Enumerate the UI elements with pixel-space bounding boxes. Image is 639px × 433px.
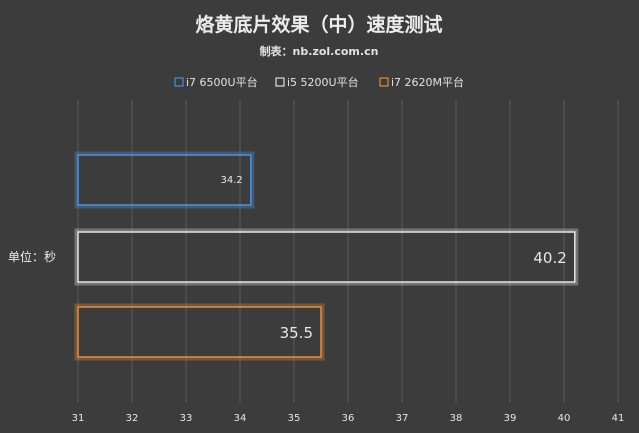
x-tick-label: 35 bbox=[288, 413, 301, 424]
gridlines bbox=[77, 100, 619, 403]
x-tick-label: 33 bbox=[180, 413, 193, 424]
x-tick-label: 39 bbox=[504, 413, 517, 424]
legend-label: i7 2620M平台 bbox=[391, 75, 464, 89]
bar-glow bbox=[74, 228, 579, 286]
x-tick-label: 31 bbox=[72, 413, 85, 424]
x-tick-labels: 31 32 33 34 35 36 37 38 39 40 41 bbox=[72, 413, 625, 424]
bars: 34.2 40.2 35.5 bbox=[74, 151, 579, 361]
x-tick-label: 40 bbox=[558, 413, 571, 424]
legend: i7 6500U平台 i5 5200U平台 i7 2620M平台 bbox=[174, 75, 464, 89]
data-label: 34.2 bbox=[221, 175, 243, 186]
y-axis-label: 单位：秒 bbox=[8, 249, 56, 264]
legend-swatch bbox=[174, 77, 184, 87]
bar bbox=[77, 306, 322, 358]
x-tick-label: 41 bbox=[612, 413, 625, 424]
x-tick-label: 36 bbox=[342, 413, 355, 424]
bar bbox=[77, 231, 576, 283]
bar bbox=[77, 154, 252, 206]
chart-title: 烙黄底片效果（中）速度测试 bbox=[195, 13, 442, 36]
chart-subtitle: 制表：nb.zol.com.cn bbox=[260, 44, 379, 58]
bar-glow bbox=[74, 151, 255, 209]
legend-swatch bbox=[379, 77, 389, 87]
x-tick-label: 38 bbox=[450, 413, 463, 424]
x-tick-label: 37 bbox=[396, 413, 409, 424]
bar-glow bbox=[74, 303, 325, 361]
legend-label: i7 6500U平台 bbox=[186, 75, 258, 89]
x-tick-label: 32 bbox=[126, 413, 139, 424]
legend-swatch bbox=[275, 77, 285, 87]
data-label: 35.5 bbox=[280, 324, 313, 342]
legend-label: i5 5200U平台 bbox=[287, 75, 359, 89]
data-label: 40.2 bbox=[533, 249, 566, 267]
x-tick-label: 34 bbox=[234, 413, 247, 424]
